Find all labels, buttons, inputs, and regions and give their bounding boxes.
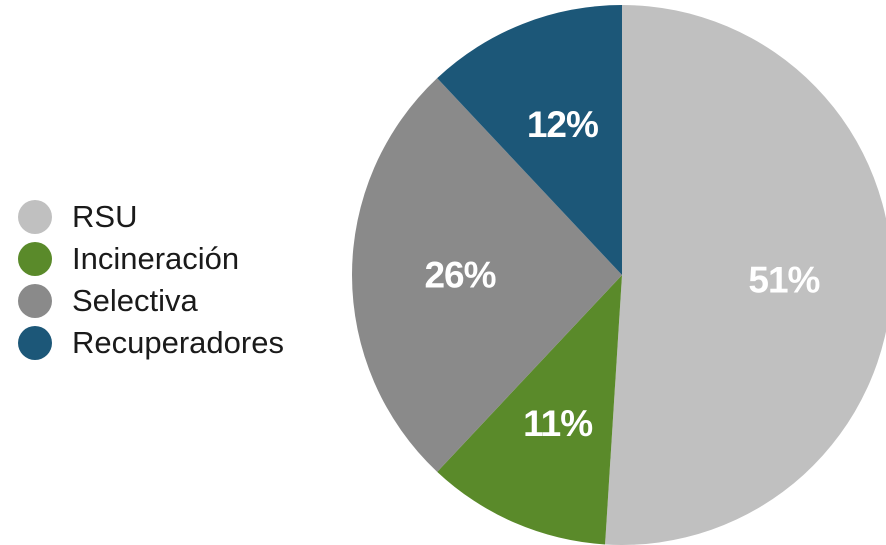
legend-item-selectiva: Selectiva <box>18 280 284 322</box>
legend-item-rsu: RSU <box>18 196 284 238</box>
legend-swatch-icon <box>18 326 52 360</box>
legend-item-incineracion: Incineración <box>18 238 284 280</box>
legend-swatch-icon <box>18 284 52 318</box>
legend-swatch-icon <box>18 200 52 234</box>
pie-slice-incineracion <box>437 275 622 545</box>
slice-label-rsu: 51% <box>748 260 819 301</box>
legend-label: Incineración <box>72 241 240 276</box>
legend-item-recuperadores: Recuperadores <box>18 322 284 364</box>
legend: RSU Incineración Selectiva Recuperadores <box>18 196 284 364</box>
slice-label-recuperadores: 12% <box>527 104 598 145</box>
slice-label-selectiva: 26% <box>424 255 495 296</box>
legend-label: RSU <box>72 199 138 234</box>
legend-swatch-icon <box>18 242 52 276</box>
pie-slice-selectiva <box>351 78 622 472</box>
pie-slice-recuperadores <box>437 5 622 275</box>
legend-label: Selectiva <box>72 283 198 318</box>
pie-slices <box>351 5 886 545</box>
slice-label-incineracion: 11% <box>523 403 592 444</box>
pie-slice-labels: 51% 11% 26% 12% <box>424 104 820 444</box>
legend-label: Recuperadores <box>72 325 284 360</box>
pie-slice-rsu <box>605 5 886 545</box>
